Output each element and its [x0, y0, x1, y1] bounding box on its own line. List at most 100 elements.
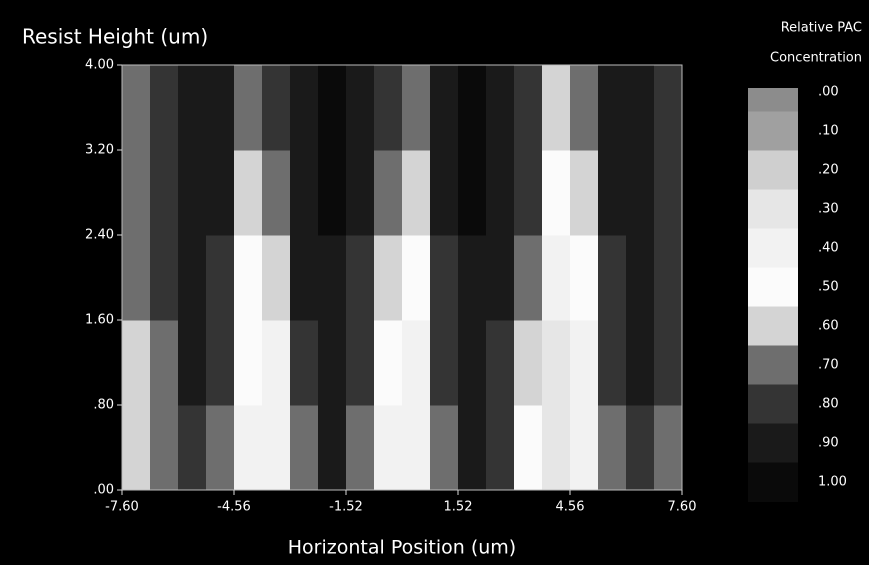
colorbar-band — [748, 189, 798, 229]
heat-cell — [570, 235, 599, 321]
heat-cell — [654, 150, 683, 236]
heat-cell — [122, 235, 151, 321]
heat-cell — [122, 65, 151, 151]
heat-cell — [290, 150, 319, 236]
colorbar-tick-label: .40 — [818, 241, 839, 256]
plot-frame — [121, 64, 683, 491]
y-tick-label: .00 — [93, 483, 114, 498]
heat-cell — [514, 405, 543, 491]
y-tick-label: 2.40 — [85, 228, 114, 243]
y-tick-label: 1.60 — [85, 313, 114, 328]
colorbar-title: Concentration — [770, 51, 862, 66]
colorbar-band — [748, 384, 798, 424]
heat-cell — [234, 405, 263, 491]
colorbar-tick-label: .80 — [818, 397, 839, 412]
y-tick-label: .80 — [93, 398, 114, 413]
heat-cell — [206, 405, 235, 491]
heat-cell — [178, 235, 207, 321]
heat-cell — [570, 320, 599, 406]
heat-cell — [346, 320, 375, 406]
heat-cell — [514, 320, 543, 406]
heat-cell — [570, 65, 599, 151]
heat-cell — [402, 235, 431, 321]
colorbar-tick-label: .00 — [818, 85, 839, 100]
heat-cell — [570, 405, 599, 491]
heat-cell — [234, 320, 263, 406]
heat-cell — [542, 235, 571, 321]
heat-cell — [262, 320, 291, 406]
x-tick-label: -1.52 — [329, 500, 363, 515]
heat-cell — [654, 320, 683, 406]
heat-cell — [262, 150, 291, 236]
y-tick-label: 3.20 — [85, 143, 114, 158]
x-tick-label: 7.60 — [668, 500, 697, 515]
heat-cell — [514, 65, 543, 151]
heat-cell — [402, 150, 431, 236]
heat-cell — [654, 405, 683, 491]
chart-title: Resist Height (um) — [22, 25, 208, 49]
x-tick-label: -4.56 — [217, 500, 251, 515]
heat-cell — [654, 65, 683, 151]
colorbar-tick-label: 1.00 — [818, 475, 847, 490]
heat-cell — [262, 235, 291, 321]
heat-cell — [458, 65, 487, 151]
heat-cell — [262, 405, 291, 491]
heat-cell — [542, 320, 571, 406]
heat-cell — [654, 235, 683, 321]
heat-cell — [430, 405, 459, 491]
heat-cell — [206, 150, 235, 236]
heat-cell — [178, 150, 207, 236]
heat-cell — [486, 150, 515, 236]
colorbar-tick-label: .90 — [818, 436, 839, 451]
heat-cell — [150, 320, 179, 406]
heat-cell — [458, 405, 487, 491]
heat-cell — [206, 235, 235, 321]
heat-cell — [318, 320, 347, 406]
heat-cell — [402, 320, 431, 406]
heat-cell — [150, 405, 179, 491]
heat-cell — [598, 150, 627, 236]
heat-cell — [598, 235, 627, 321]
heat-cell — [430, 320, 459, 406]
colorbar-band — [748, 267, 798, 307]
colorbar-band — [748, 111, 798, 151]
heat-cell — [346, 65, 375, 151]
heat-cell — [626, 235, 655, 321]
heat-cell — [234, 235, 263, 321]
x-tick-label: 4.56 — [556, 500, 585, 515]
heat-cell — [598, 405, 627, 491]
heat-cell — [374, 65, 403, 151]
heat-cell — [206, 320, 235, 406]
heat-cell — [542, 405, 571, 491]
colorbar-tick-label: .20 — [818, 163, 839, 178]
heat-cell — [346, 150, 375, 236]
colorbar-tick-label: .50 — [818, 280, 839, 295]
heat-cell — [626, 405, 655, 491]
colorbar-tick-label: .30 — [818, 202, 839, 217]
heat-cell — [486, 405, 515, 491]
heat-cell — [318, 65, 347, 151]
heat-cell — [626, 320, 655, 406]
heat-cell — [178, 320, 207, 406]
heat-cell — [122, 150, 151, 236]
colorbar-band — [748, 306, 798, 346]
x-tick-label: 1.52 — [444, 500, 473, 515]
heat-cell — [458, 235, 487, 321]
heat-cell — [430, 235, 459, 321]
heat-cell — [290, 235, 319, 321]
heat-cell — [430, 65, 459, 151]
heat-cell — [318, 405, 347, 491]
colorbar-band — [748, 150, 798, 190]
heat-cell — [458, 150, 487, 236]
x-tick-label: -7.60 — [105, 500, 139, 515]
heat-cell — [318, 235, 347, 321]
heat-cell — [234, 65, 263, 151]
colorbar-band — [748, 228, 798, 268]
heat-cell — [290, 320, 319, 406]
heat-cell — [374, 320, 403, 406]
heat-cell — [262, 65, 291, 151]
heat-cell — [486, 235, 515, 321]
heat-cell — [178, 405, 207, 491]
y-tick-label: 4.00 — [85, 58, 114, 73]
